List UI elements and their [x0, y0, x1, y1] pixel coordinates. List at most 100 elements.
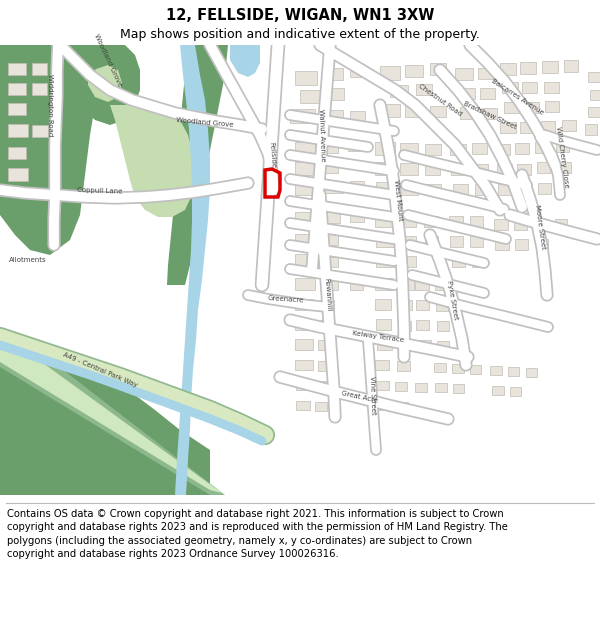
Bar	[350, 212, 364, 222]
Bar	[295, 212, 317, 225]
Bar	[588, 107, 600, 117]
Bar	[320, 161, 338, 173]
Bar	[418, 340, 431, 350]
Bar	[475, 184, 489, 195]
Text: Vine Street: Vine Street	[370, 376, 377, 414]
Bar	[320, 141, 338, 153]
Bar	[542, 61, 558, 73]
Bar	[375, 162, 395, 175]
Bar	[350, 181, 364, 192]
Bar	[400, 279, 414, 290]
Bar	[515, 143, 529, 154]
Polygon shape	[88, 65, 122, 102]
Bar	[450, 144, 466, 155]
Polygon shape	[0, 342, 222, 493]
Bar	[437, 321, 449, 331]
Bar	[482, 108, 497, 119]
Bar	[295, 339, 313, 350]
Bar	[478, 68, 494, 79]
Text: Kelway Terrace: Kelway Terrace	[352, 331, 404, 344]
Bar	[495, 239, 509, 250]
Bar	[590, 90, 600, 100]
Bar	[320, 320, 333, 330]
Text: Bradshaw Street: Bradshaw Street	[463, 100, 517, 130]
Bar	[322, 211, 340, 223]
Polygon shape	[175, 45, 210, 495]
Bar	[588, 72, 600, 82]
Bar	[295, 162, 315, 175]
Bar	[416, 320, 429, 330]
Bar	[398, 300, 412, 310]
Bar	[452, 364, 464, 373]
Bar	[470, 365, 481, 374]
Bar	[375, 278, 393, 290]
Bar	[453, 184, 468, 195]
Bar	[32, 125, 48, 137]
Bar	[558, 162, 571, 173]
Bar	[390, 85, 408, 97]
Text: Balcarres Avenue: Balcarres Avenue	[491, 78, 545, 116]
Bar	[502, 82, 518, 93]
Bar	[405, 105, 423, 117]
Bar	[541, 121, 555, 132]
Bar	[400, 143, 418, 155]
Bar	[325, 110, 343, 122]
Bar	[32, 83, 47, 95]
Bar	[495, 144, 510, 155]
Bar	[325, 181, 343, 193]
Bar	[322, 279, 338, 290]
Bar	[395, 382, 407, 391]
Bar	[556, 141, 569, 152]
Text: 12, FELLSIDE, WIGAN, WN1 3XW: 12, FELLSIDE, WIGAN, WN1 3XW	[166, 8, 434, 23]
Bar	[8, 124, 28, 137]
Bar	[405, 65, 423, 77]
Bar	[424, 216, 438, 227]
Bar	[500, 63, 516, 75]
Bar	[436, 301, 448, 311]
Bar	[416, 84, 432, 95]
Bar	[437, 341, 449, 351]
Bar	[514, 219, 527, 230]
Bar	[295, 181, 317, 195]
Bar	[400, 216, 416, 227]
Bar	[295, 234, 315, 247]
Bar	[350, 111, 365, 121]
Bar	[522, 82, 537, 93]
Bar	[473, 164, 488, 175]
Bar	[328, 88, 344, 100]
Bar	[494, 219, 508, 230]
Bar	[318, 340, 331, 350]
Bar	[396, 402, 408, 411]
Bar	[375, 360, 389, 370]
Bar	[536, 239, 548, 250]
Bar	[397, 361, 410, 371]
Bar	[8, 168, 28, 181]
Bar	[535, 142, 549, 153]
Bar	[520, 122, 535, 133]
Bar	[518, 184, 532, 195]
Bar	[375, 381, 389, 390]
Bar	[320, 300, 334, 310]
Bar	[300, 90, 320, 103]
Bar	[545, 101, 559, 112]
Bar	[425, 164, 440, 175]
Bar	[295, 360, 313, 370]
Bar	[376, 182, 396, 195]
Text: Widdrington Road: Widdrington Road	[47, 74, 53, 136]
Text: Rowanhill: Rowanhill	[324, 278, 332, 312]
Bar	[470, 216, 483, 227]
Text: Contains OS data © Crown copyright and database right 2021. This information is : Contains OS data © Crown copyright and d…	[7, 509, 508, 559]
Bar	[324, 257, 338, 267]
Text: Walnut Avenue: Walnut Avenue	[318, 109, 326, 161]
Bar	[380, 104, 400, 117]
Bar	[325, 68, 343, 80]
Bar	[435, 383, 447, 392]
Bar	[470, 236, 483, 247]
Bar	[562, 120, 576, 131]
Bar	[544, 82, 559, 93]
Bar	[295, 319, 313, 330]
Bar	[453, 384, 464, 393]
Bar	[524, 102, 539, 113]
Bar	[480, 88, 495, 99]
Text: Chestnut Road: Chestnut Road	[418, 83, 463, 117]
